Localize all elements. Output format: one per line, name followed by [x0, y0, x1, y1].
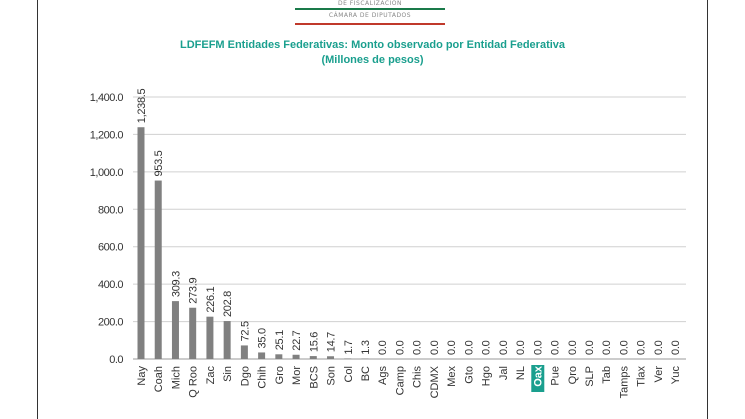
x-tick-label: Chis [412, 366, 424, 389]
bar-nay [137, 127, 145, 359]
data-label: 202.8 [222, 291, 234, 317]
data-label: 953.5 [153, 150, 165, 176]
x-tick-label: Dgo [239, 366, 251, 386]
bar-chih [258, 352, 266, 359]
bar-mor [292, 354, 300, 359]
x-tick-label: Tamps [618, 366, 630, 399]
data-label: 0.0 [394, 340, 406, 355]
bar-gro [275, 354, 283, 359]
x-tick-label: CDMX [429, 365, 441, 398]
data-label: 0.0 [618, 340, 630, 355]
x-tick-label: Ver [653, 366, 665, 383]
y-tick-label: 800.0 [98, 204, 123, 216]
highlight-box [531, 365, 545, 392]
data-label: 226.1 [205, 286, 217, 312]
bar-q-roo [189, 307, 197, 359]
bar-mich [171, 301, 179, 359]
x-tick-label: Yuc [670, 366, 682, 385]
x-tick-label: Son [326, 366, 338, 386]
data-label: 0.0 [532, 340, 544, 355]
x-tick-label: Oax [532, 365, 544, 387]
y-tick-label: 1,000.0 [90, 167, 124, 179]
data-label: 1,238.5 [136, 88, 148, 123]
bar-bcs [309, 356, 317, 359]
x-tick-label: Mex [446, 366, 458, 387]
x-tick-label: Q Roo [188, 366, 200, 398]
x-tick-label: Tlax [636, 366, 648, 387]
data-label: 0.0 [515, 340, 527, 355]
data-label: 0.0 [377, 340, 389, 355]
data-label: 0.0 [429, 340, 441, 355]
logo-sub-text: CÁMARA DE DIPUTADOS [328, 12, 412, 19]
bar-son [327, 356, 335, 359]
data-label: 25.1 [274, 330, 286, 350]
bar-coah [154, 180, 162, 359]
data-label: 0.0 [567, 340, 579, 355]
y-tick-label: 600.0 [98, 242, 123, 254]
bar-sin [223, 321, 231, 359]
data-label: 0.0 [584, 340, 596, 355]
x-tick-label: Hgo [481, 366, 493, 386]
data-label: 1.3 [360, 340, 372, 355]
data-label: 0.0 [636, 340, 648, 355]
data-label: 273.9 [188, 278, 200, 304]
y-tick-label: 1,400.0 [90, 92, 124, 104]
x-tick-label: Jal [498, 366, 510, 380]
data-label: 14.7 [326, 332, 338, 352]
x-tick-label: Pue [550, 366, 562, 386]
y-tick-label: 0.0 [109, 354, 123, 366]
data-label: 0.0 [481, 340, 493, 355]
y-tick-label: 1,200.0 [90, 129, 124, 141]
x-tick-label: Tab [601, 366, 613, 384]
x-tick-label: NL [515, 366, 527, 380]
x-tick-label: Nay [136, 366, 148, 386]
data-label: 72.5 [239, 321, 251, 341]
x-tick-label: Sin [222, 366, 234, 382]
data-label: 0.0 [463, 340, 475, 355]
chart-title-block: LDFEFM Entidades Federativas: Monto obse… [0, 38, 745, 68]
x-tick-label: Zac [205, 366, 217, 385]
data-label: 15.6 [308, 332, 320, 352]
x-tick-label: Mich [170, 366, 182, 389]
x-tick-label: Qro [567, 366, 579, 384]
chart-title: LDFEFM Entidades Federativas: Monto obse… [179, 39, 566, 51]
x-tick-label: Chih [257, 366, 269, 389]
x-tick-label: Camp [394, 366, 406, 395]
data-label: 0.0 [670, 340, 682, 355]
data-label: 0.0 [446, 340, 458, 355]
y-tick-label: 200.0 [98, 317, 123, 329]
data-label: 35.0 [257, 328, 269, 348]
data-label: 0.0 [498, 340, 510, 355]
y-tick-label: 400.0 [98, 279, 123, 291]
data-label: 0.0 [412, 340, 424, 355]
page-border-left [37, 0, 38, 419]
bar-dgo [240, 345, 248, 359]
x-tick-label: SLP [584, 366, 596, 387]
x-tick-label: Ags [377, 366, 389, 385]
data-label: 309.3 [170, 271, 182, 297]
logo-top-text: DE FISCALIZACIÓN [337, 0, 403, 7]
x-tick-label: Coah [153, 366, 165, 392]
chart-subtitle: (Millones de pesos) [321, 54, 424, 66]
page-border-right [707, 0, 708, 419]
data-label: 0.0 [550, 340, 562, 355]
x-tick-label: Gto [463, 366, 475, 384]
data-label: 0.0 [601, 340, 613, 355]
x-tick-label: Mor [291, 366, 303, 385]
logo-stripe-red [295, 23, 445, 25]
x-tick-label: BCS [308, 366, 320, 389]
x-tick-label: Col [343, 366, 355, 383]
x-tick-label: Gro [274, 366, 286, 384]
data-label: 1.7 [343, 340, 355, 355]
logo: DE FISCALIZACIÓN CÁMARA DE DIPUTADOS [290, 0, 450, 28]
bar-zac [206, 316, 214, 359]
data-label: 22.7 [291, 330, 303, 350]
x-tick-label: BC [360, 366, 372, 381]
data-label: 0.0 [653, 340, 665, 355]
logo-stripe-green [295, 8, 445, 10]
